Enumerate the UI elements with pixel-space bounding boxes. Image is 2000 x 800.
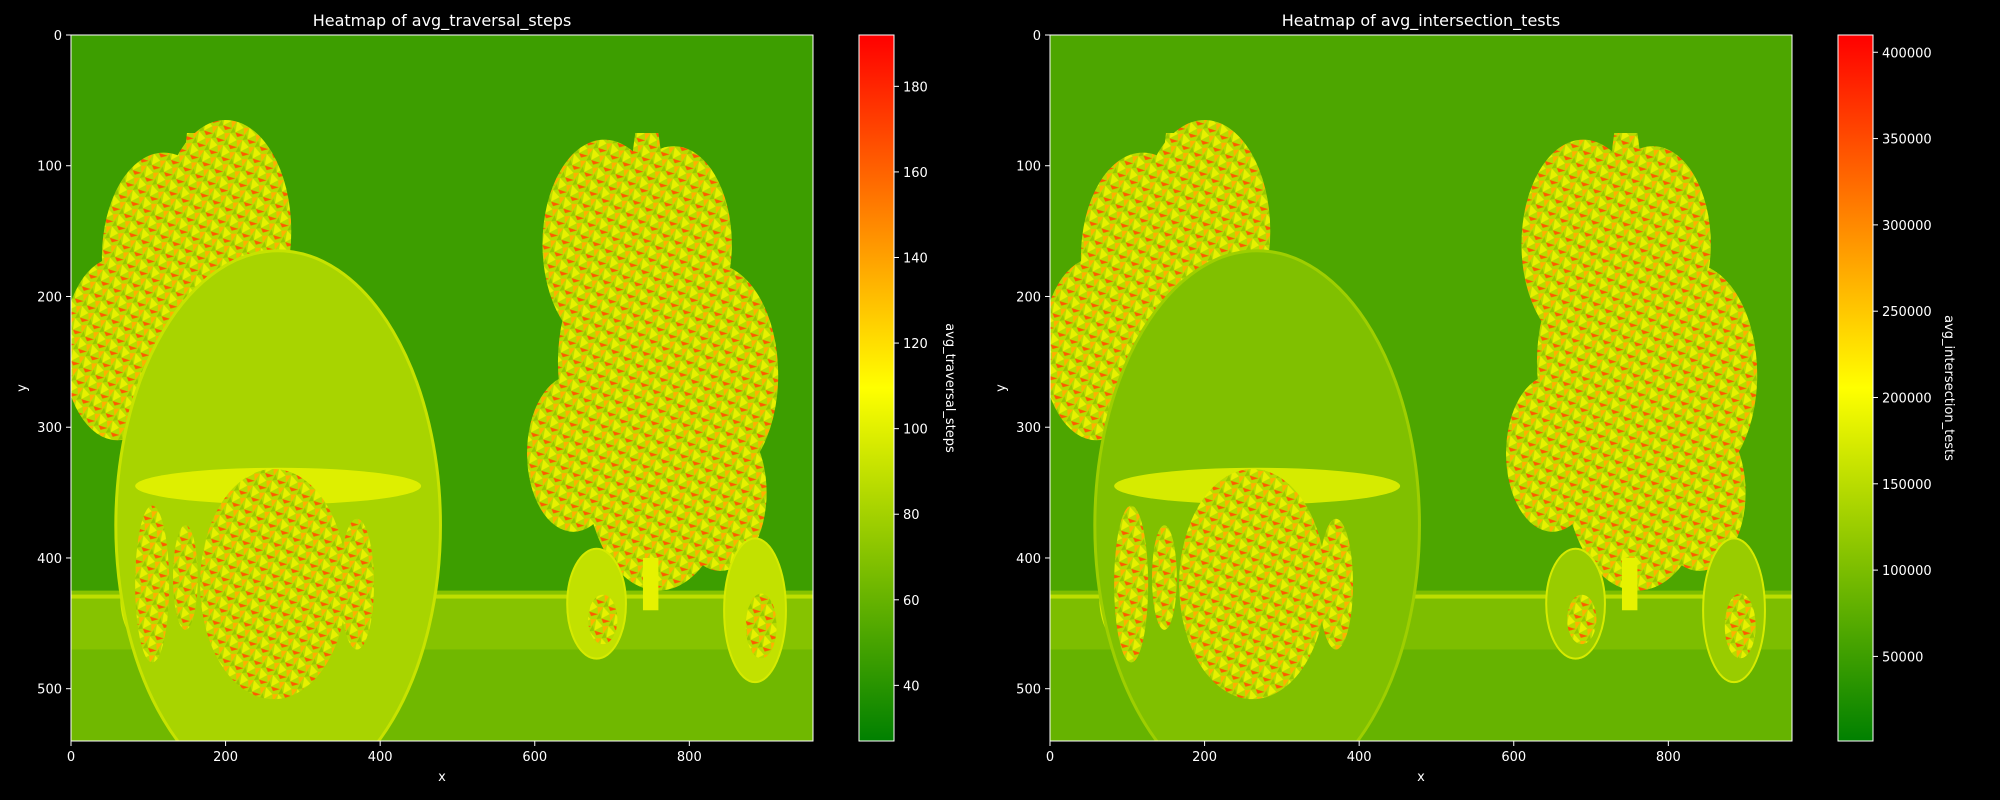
x-tick-labels: 0 200 400 600 800 <box>1046 741 1681 765</box>
foliage-region <box>1652 414 1746 572</box>
colorbar-tick-label: 50000 <box>1882 650 1923 665</box>
colorbar-tick-label: 300000 <box>1882 219 1932 234</box>
y-tick-labels: 0 100 200 300 400 500 <box>1016 29 1050 698</box>
colorbar-tick-label: 80 <box>903 508 920 523</box>
heatmap-image <box>1050 35 1792 741</box>
y-tick-labels: 0 100 200 300 400 500 <box>37 29 71 698</box>
heatmap-image <box>71 35 813 741</box>
y-tick-label: 200 <box>1016 290 1041 305</box>
plot-frame <box>1049 34 1793 742</box>
y-tick-label: 400 <box>1016 552 1041 567</box>
x-tick-label: 200 <box>1192 750 1217 765</box>
colorbar-label: avg_traversal_steps <box>942 323 957 453</box>
colorbar-tick-label: 100 <box>903 423 928 438</box>
colorbar-tick-label: 180 <box>903 80 928 95</box>
x-tick-label: 400 <box>368 750 393 765</box>
y-tick-label: 300 <box>37 421 62 436</box>
colorbar-tick-labels: 40 60 80 100 120 140 160 180 <box>894 80 928 694</box>
y-tick-label: 500 <box>37 683 62 698</box>
y-tick-label: 0 <box>1033 29 1041 44</box>
x-tick-label: 600 <box>522 750 547 765</box>
plot-frame <box>70 34 814 742</box>
colorbar-tick-label: 140 <box>903 251 928 266</box>
heatmap-panel-intersection: Heatmap of avg_intersection_tests 0 200 40… <box>994 11 1956 785</box>
colorbar <box>1837 34 1874 742</box>
colorbar-tick-label: 40 <box>903 679 920 694</box>
colorbar <box>858 34 895 742</box>
colorbar-tick-label: 160 <box>903 166 928 181</box>
x-axis-label: x <box>438 770 446 785</box>
y-tick-label: 400 <box>37 552 62 567</box>
reflected-foliage <box>1179 469 1326 700</box>
colorbar-tick-label: 100000 <box>1882 564 1932 579</box>
y-tick-label: 100 <box>37 160 62 175</box>
colorbar-label: avg_intersection_tests <box>1941 315 1956 461</box>
x-tick-label: 600 <box>1501 750 1526 765</box>
reflected-foliage <box>200 469 347 700</box>
colorbar-tick-label: 200000 <box>1882 391 1932 406</box>
x-tick-label: 0 <box>67 750 75 765</box>
x-tick-label: 800 <box>1656 750 1681 765</box>
heatmap-panel-traversal: Heatmap of avg_traversal_steps 0 200 400 60… <box>15 11 957 785</box>
colorbar-tick-labels: 50000 100000 150000 200000 250000 300000 35000… <box>1873 46 1932 665</box>
y-tick-label: 100 <box>1016 160 1041 175</box>
x-axis-label: x <box>1417 770 1425 785</box>
x-tick-label: 0 <box>1046 750 1054 765</box>
x-tick-label: 400 <box>1347 750 1372 765</box>
y-tick-label: 500 <box>1016 683 1041 698</box>
chart-title: Heatmap of avg_intersection_tests <box>1282 11 1561 31</box>
colorbar-tick-label: 350000 <box>1882 133 1932 148</box>
y-axis-label: y <box>994 384 1009 392</box>
foliage-region <box>673 414 767 572</box>
colorbar-tick-label: 150000 <box>1882 478 1932 493</box>
chart-title: Heatmap of avg_traversal_steps <box>313 11 572 31</box>
y-tick-label: 200 <box>37 290 62 305</box>
y-tick-label: 0 <box>54 29 62 44</box>
y-axis-label: y <box>15 384 30 392</box>
colorbar-tick-label: 120 <box>903 337 928 352</box>
x-tick-labels: 0 200 400 600 800 <box>67 741 702 765</box>
colorbar-tick-label: 400000 <box>1882 46 1932 61</box>
colorbar-tick-label: 250000 <box>1882 305 1932 320</box>
x-tick-label: 200 <box>213 750 238 765</box>
colorbar-tick-label: 60 <box>903 594 920 609</box>
y-tick-label: 300 <box>1016 421 1041 436</box>
x-tick-label: 800 <box>677 750 702 765</box>
